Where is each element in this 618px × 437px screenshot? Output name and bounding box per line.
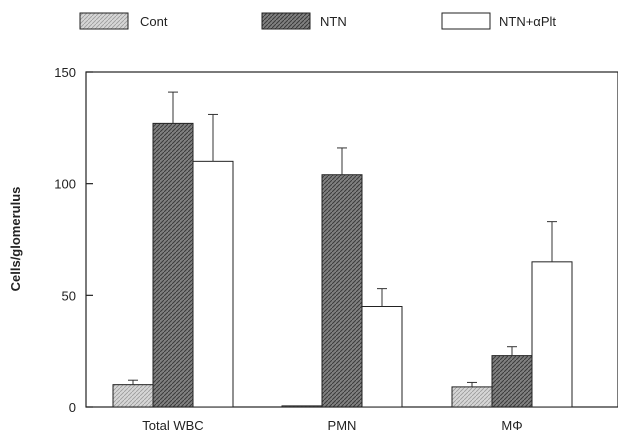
legend-swatch-ntn <box>261 12 311 30</box>
x-axis-labels: Total WBC PMN MΦ <box>142 418 522 433</box>
legend-item-ntn-aplt: NTN+αPlt <box>441 12 556 30</box>
legend-label-ntn-aplt: NTN+αPlt <box>499 14 556 29</box>
x-tick-label: Total WBC <box>142 418 203 433</box>
bar <box>152 122 194 408</box>
y-tick-label: 150 <box>54 65 76 80</box>
x-tick-label: PMN <box>328 418 357 433</box>
y-tick-label: 100 <box>54 177 76 192</box>
y-tick-label: 0 <box>69 400 76 415</box>
x-tick-label: MΦ <box>501 418 522 433</box>
bars <box>112 122 573 408</box>
error-bars <box>128 91 557 387</box>
legend-swatch-cont <box>79 12 129 30</box>
bar <box>451 386 493 408</box>
legend-item-cont: Cont <box>79 12 168 30</box>
bar <box>192 160 234 408</box>
bar <box>321 174 363 408</box>
y-tick-label: 50 <box>62 288 76 303</box>
legend: Cont NTN NTN+αPlt <box>79 12 556 30</box>
bar <box>281 405 323 408</box>
bar <box>531 261 573 408</box>
bar <box>112 384 154 408</box>
y-axis-title: Cells/glomerulus <box>8 187 23 292</box>
y-axis: 0 50 100 150 <box>54 65 93 415</box>
bar <box>361 306 403 408</box>
legend-label-cont: Cont <box>140 14 168 29</box>
bar <box>491 355 533 408</box>
legend-label-ntn: NTN <box>320 14 347 29</box>
legend-item-ntn: NTN <box>261 12 347 30</box>
legend-swatch-ntn-aplt <box>441 12 491 30</box>
